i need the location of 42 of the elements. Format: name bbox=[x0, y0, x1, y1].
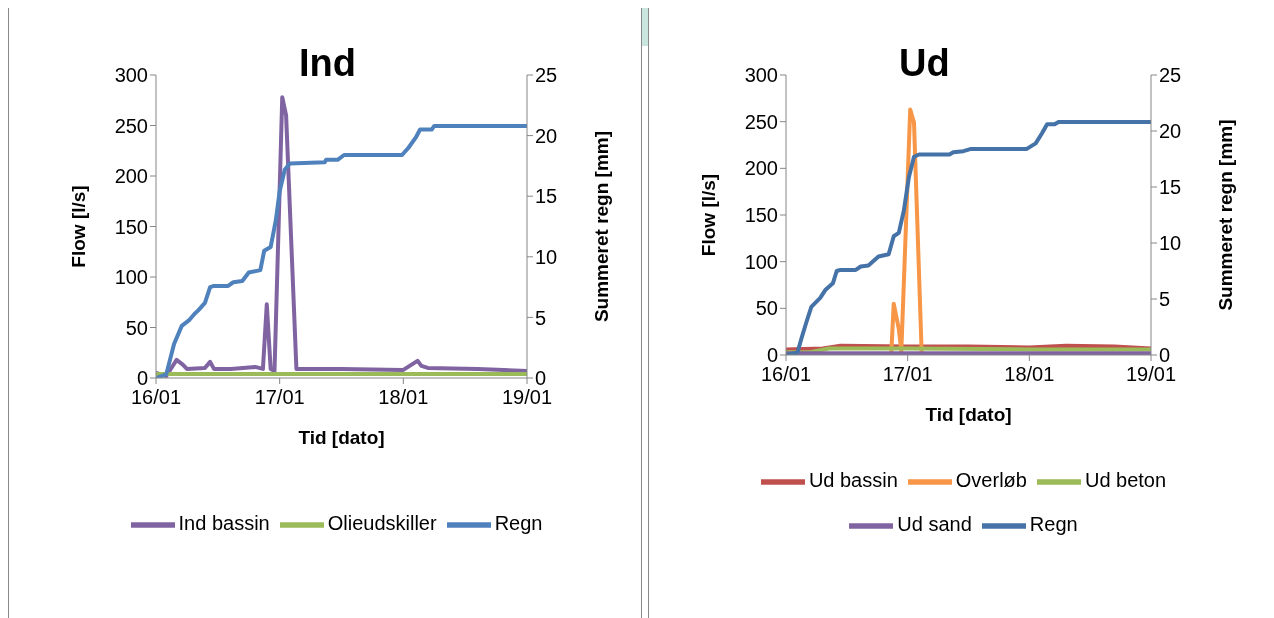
y-axis-title: Flow [l/s] bbox=[67, 185, 89, 268]
chart-title: Ind bbox=[299, 42, 356, 85]
chart-title: Ud bbox=[899, 42, 950, 85]
legend-label: Regn bbox=[494, 512, 543, 535]
y-tick-label: 50 bbox=[125, 316, 148, 339]
y2-tick-label: 20 bbox=[1159, 120, 1182, 143]
x-tick-label: 18/01 bbox=[378, 386, 429, 409]
legend-label: Olieudskiller bbox=[327, 512, 437, 535]
x-axis-title: Tid [dato] bbox=[298, 427, 385, 448]
y-tick-label: 300 bbox=[744, 64, 778, 87]
legend-label: Ud sand bbox=[897, 513, 972, 536]
y-tick-label: 50 bbox=[755, 297, 778, 320]
y2-axis-title: Summeret regn [mm] bbox=[1214, 119, 1236, 311]
y2-tick-label: 5 bbox=[1159, 288, 1171, 311]
y-tick-label: 200 bbox=[744, 157, 778, 180]
legend-label: Overløb bbox=[955, 469, 1027, 492]
y-tick-label: 200 bbox=[114, 165, 148, 188]
y2-tick-label: 25 bbox=[535, 64, 558, 87]
y2-tick-label: 10 bbox=[535, 245, 558, 268]
y-tick-label: 150 bbox=[744, 204, 778, 227]
y-axis-title: Flow [l/s] bbox=[697, 173, 719, 257]
y2-tick-label: 5 bbox=[535, 306, 547, 329]
y-tick-label: 250 bbox=[114, 114, 148, 137]
legend-label: Ind bassin bbox=[178, 512, 270, 535]
x-axis-title: Tid [dato] bbox=[925, 404, 1012, 425]
y2-axis-title: Summeret regn [mm] bbox=[590, 130, 612, 323]
y-tick-label: 150 bbox=[114, 215, 148, 238]
y-tick-label: 300 bbox=[114, 64, 148, 87]
y2-tick-label: 15 bbox=[1159, 176, 1182, 199]
y2-tick-label: 20 bbox=[535, 124, 558, 147]
x-tick-label: 17/01 bbox=[882, 363, 933, 386]
x-tick-label: 17/01 bbox=[254, 386, 305, 409]
y-tick-label: 100 bbox=[114, 266, 148, 289]
legend-label: Ud beton bbox=[1084, 469, 1167, 492]
legend-label: Ud bassin bbox=[808, 469, 898, 492]
y2-tick-label: 10 bbox=[1159, 232, 1182, 255]
y2-tick-label: 25 bbox=[1159, 64, 1182, 87]
y-tick-label: 250 bbox=[744, 110, 778, 133]
x-tick-label: 18/01 bbox=[1004, 363, 1055, 386]
y2-tick-label: 15 bbox=[535, 185, 558, 208]
legend-label: Regn bbox=[1029, 513, 1078, 536]
y-tick-label: 100 bbox=[744, 250, 778, 273]
